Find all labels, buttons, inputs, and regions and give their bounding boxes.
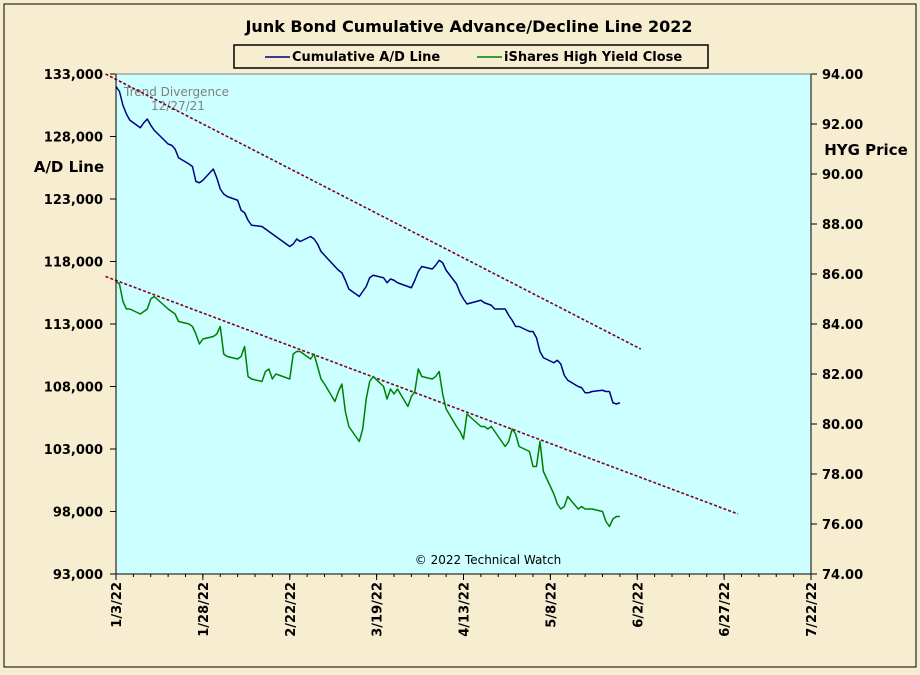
legend-label-ad-line: Cumulative A/D Line	[292, 50, 440, 65]
x-tick-label: 3/19/22	[371, 582, 386, 637]
x-tick-label: 6/2/22	[631, 582, 646, 628]
chart-marks	[105, 73, 812, 575]
plot-area	[115, 73, 812, 575]
series-line-ad	[115, 86, 621, 405]
legend-label-hyg: iShares High Yield Close	[504, 50, 682, 65]
y-left-tick-label: 113,000	[44, 318, 103, 333]
legend: Cumulative A/D Line iShares High Yield C…	[233, 44, 709, 69]
y-right-tick-label: 88.00	[822, 218, 863, 233]
y-right-tick-label: 84.00	[822, 318, 863, 333]
x-tick-label: 7/22/22	[805, 582, 820, 637]
annotation-line-1: Trend Divergence	[123, 85, 229, 99]
series-line-hyg	[115, 280, 620, 528]
y-left-tick-label: 108,000	[44, 381, 103, 396]
x-tick-label: 6/27/22	[718, 582, 733, 637]
y-right-tick-label: 80.00	[822, 418, 863, 433]
y-right-axis-title: HYG Price	[824, 141, 908, 159]
trend-line-2	[105, 275, 739, 515]
y-right-tick-label: 74.00	[822, 568, 863, 583]
y-left-tick-label: 123,000	[44, 193, 103, 208]
y-right-tick-label: 82.00	[822, 368, 863, 383]
x-tick-label: 2/22/22	[284, 582, 299, 637]
annotation-line-2: 12/27/21	[151, 99, 205, 113]
x-tick-label: 1/3/22	[110, 582, 125, 628]
y-right-tick-label: 78.00	[822, 468, 863, 483]
y-left-tick-label: 133,000	[44, 68, 103, 83]
legend-box	[233, 44, 709, 69]
y-left-tick-label: 98,000	[53, 506, 103, 521]
axes: 93,000 98,000 103,000 108,000 113,000 118,000…	[44, 68, 863, 637]
x-tick-label: 1/28/22	[197, 582, 212, 637]
x-tick-label: 4/13/22	[458, 582, 473, 637]
y-left-axis-title: A/D Line	[34, 158, 104, 176]
x-tick-label: 5/8/22	[544, 582, 559, 628]
y-right-tick-label: 76.00	[822, 518, 863, 533]
chart-title: Junk Bond Cumulative Advance/Decline Lin…	[244, 17, 692, 36]
copyright-text: © 2022 Technical Watch	[415, 553, 561, 567]
y-left-tick-label: 93,000	[53, 568, 103, 583]
y-right-tick-label: 94.00	[822, 68, 863, 83]
y-left-tick-label: 103,000	[44, 443, 103, 458]
y-left-tick-label: 118,000	[44, 256, 103, 271]
y-right-tick-label: 92.00	[822, 118, 863, 133]
y-left-tick-label: 128,000	[44, 131, 103, 146]
trend-line-1	[105, 73, 642, 350]
y-right-tick-label: 86.00	[822, 268, 863, 283]
y-right-tick-label: 90.00	[822, 168, 863, 183]
